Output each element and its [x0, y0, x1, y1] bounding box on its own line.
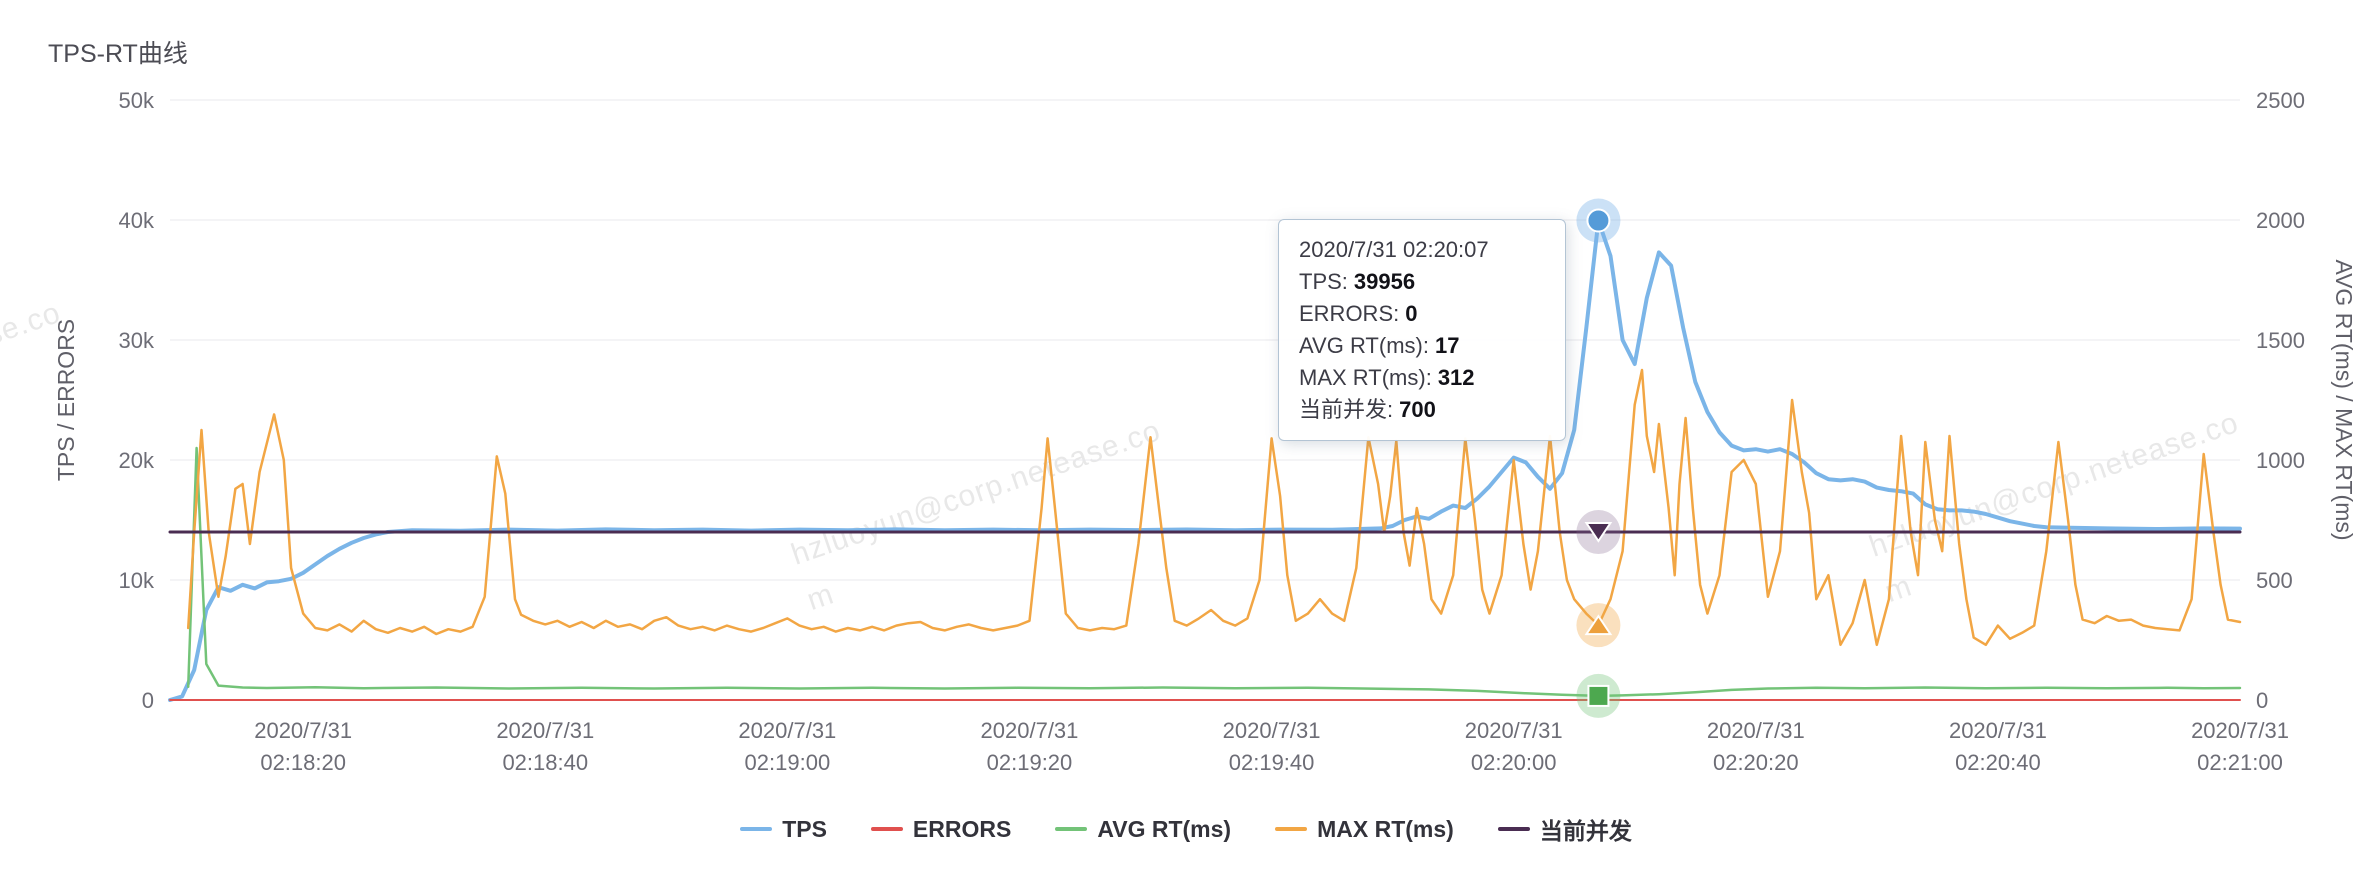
- hover-marker-max-rt-ms: [1576, 603, 1621, 648]
- legend: TPS ERRORS AVG RT(ms) MAX RT(ms) 当前并发: [0, 812, 2372, 846]
- legend-swatch-max-rt-ms: [1275, 827, 1308, 831]
- y-right-tick-label: 500: [2256, 568, 2293, 593]
- tooltip-row: ERRORS: 0: [1299, 301, 1418, 326]
- legend-swatch-errors: [870, 827, 903, 831]
- tooltip-row: 当前并发: 700: [1299, 397, 1436, 422]
- y-left-tick-label: 30k: [119, 328, 155, 353]
- x-tick-time: 02:18:20: [260, 750, 346, 775]
- y-left-tick-label: 40k: [119, 208, 155, 233]
- x-tick-time: 02:19:20: [987, 750, 1073, 775]
- y-right-tick-label: 0: [2256, 688, 2268, 713]
- legend-label: MAX RT(ms): [1317, 815, 1454, 842]
- legend-item-errors[interactable]: ERRORS: [870, 815, 1012, 843]
- y-left-tick-label: 10k: [119, 568, 155, 593]
- x-tick-date: 2020/7/31: [1707, 718, 1805, 743]
- legend-swatch-concurrency: [1497, 827, 1530, 831]
- x-tick-date: 2020/7/31: [496, 718, 594, 743]
- tooltip-timestamp: 2020/7/31 02:20:07: [1299, 237, 1489, 262]
- legend-item-tps[interactable]: TPS: [740, 816, 827, 843]
- x-tick-date: 2020/7/31: [1223, 718, 1321, 743]
- x-tick-time: 02:18:40: [502, 750, 588, 775]
- chart-title: TPS-RT曲线: [48, 40, 188, 68]
- x-tick-time: 02:20:00: [1471, 750, 1557, 775]
- series-line-max-rt-ms: [186, 368, 2242, 647]
- legend-label: TPS: [782, 815, 827, 842]
- hover-tooltip: 2020/7/31 02:20:07 TPS: 39956 ERRORS: 0 AVG …: [1278, 219, 1566, 441]
- legend-swatch-avg-rt-ms: [1055, 827, 1088, 831]
- x-tick-time: 02:19:40: [1229, 750, 1315, 775]
- x-tick-time: 02:21:00: [2197, 750, 2283, 775]
- legend-label: AVG RT(ms): [1097, 815, 1232, 842]
- y-right-tick-label: 1500: [2256, 328, 2305, 353]
- x-tick-date: 2020/7/31: [254, 718, 352, 743]
- y-left-axis-title: TPS / ERRORS: [53, 319, 79, 481]
- y-left-tick-label: 20k: [119, 448, 155, 473]
- x-tick-date: 2020/7/31: [981, 718, 1079, 743]
- series-line-avg-rt-ms: [186, 446, 2242, 698]
- legend-label: 当前并发: [1539, 818, 1632, 844]
- hover-marker-avg-rt-ms: [1576, 673, 1621, 718]
- x-tick-date: 2020/7/31: [1949, 718, 2047, 743]
- x-tick-time: 02:20:20: [1713, 750, 1799, 775]
- legend-label: ERRORS: [912, 815, 1012, 842]
- y-right-axis-title: AVG RT(ms) / MAX RT(ms): [2331, 259, 2357, 540]
- tooltip-row: MAX RT(ms): 312: [1299, 365, 1475, 390]
- y-right-tick-label: 1000: [2256, 448, 2305, 473]
- y-right-tick-label: 2000: [2256, 208, 2305, 233]
- x-tick-time: 02:19:00: [745, 750, 831, 775]
- tooltip-rows: TPS: 39956 ERRORS: 0 AVG RT(ms): 17 MAX RT(ms)…: [1299, 266, 1545, 426]
- x-tick-date: 2020/7/31: [2191, 718, 2289, 743]
- x-tick-date: 2020/7/31: [1465, 718, 1563, 743]
- hover-marker-tps: [1576, 198, 1621, 243]
- hover-marker-concurrency: [1576, 510, 1621, 554]
- y-left-tick-label: 0: [142, 688, 154, 713]
- x-tick-date: 2020/7/31: [738, 718, 836, 743]
- legend-item-max-rt-ms[interactable]: MAX RT(ms): [1275, 816, 1454, 843]
- legend-item-concurrency[interactable]: 当前并发: [1497, 812, 1632, 846]
- y-left-tick-label: 50k: [119, 88, 155, 113]
- y-right-tick-label: 2500: [2256, 88, 2305, 113]
- legend-item-avg-rt-ms[interactable]: AVG RT(ms): [1055, 816, 1231, 843]
- tooltip-row: TPS: 39956: [1299, 269, 1416, 294]
- grid: 0 10k 20k 30k 40k 50k 0 500 1000 1500 2000 2500 2020…: [119, 88, 2305, 775]
- legend-swatch-tps: [740, 827, 773, 831]
- x-tick-time: 02:20:40: [1955, 750, 2041, 775]
- tooltip-row: AVG RT(ms): 17: [1299, 333, 1460, 358]
